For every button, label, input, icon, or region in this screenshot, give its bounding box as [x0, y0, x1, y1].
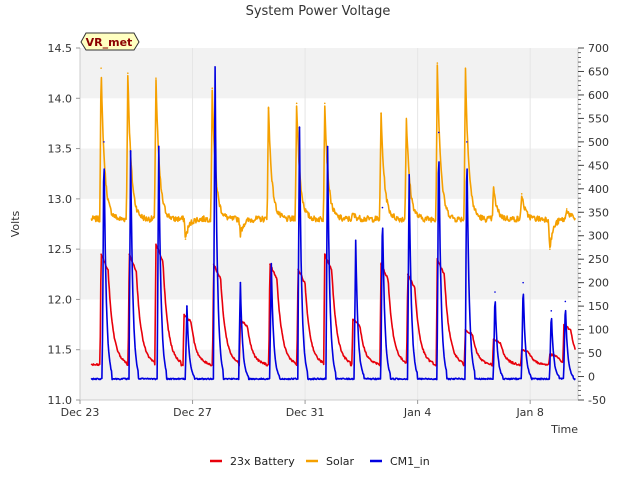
- series-point-solar-17: [565, 208, 568, 210]
- series-point-cm1-in-3: [186, 305, 188, 307]
- series-point-cm1-in-12: [437, 131, 440, 134]
- series-point-solar-9: [352, 213, 354, 215]
- series-point-cm1-in-16: [550, 310, 553, 312]
- y-right-tick-label-10: 450: [588, 159, 609, 172]
- legend-label-solar: Solar: [326, 455, 355, 468]
- series-point-23x-battery-0: [100, 253, 102, 255]
- y-right-tick-label-1: 0: [588, 371, 595, 384]
- y-axis-title: Volts: [9, 210, 22, 237]
- series-point-solar-12: [436, 62, 439, 64]
- y-right-tick-label-5: 200: [588, 277, 609, 290]
- band-3: [80, 48, 578, 99]
- y-right-tick-label-0: -50: [588, 394, 606, 407]
- y-right-tick-label-4: 150: [588, 300, 609, 313]
- y-left-tick-label-1: 11.5: [48, 344, 73, 357]
- x-tick-label-3: Jan 4: [403, 406, 431, 419]
- series-point-solar-16: [549, 248, 551, 250]
- series-point-solar-8: [323, 102, 326, 105]
- badge-shape: [80, 32, 140, 51]
- series-point-solar-6: [267, 107, 270, 110]
- series-point-solar-4: [211, 87, 214, 90]
- y-left-tick-label-6: 14.0: [48, 92, 73, 105]
- x-tick-label-0: Dec 23: [61, 406, 100, 419]
- series-point-cm1-in-14: [494, 291, 496, 293]
- series-point-solar-2: [155, 77, 157, 79]
- series-line-solar: [90, 64, 576, 249]
- series-point-23x-battery-2: [155, 243, 157, 245]
- y-right-tick-label-8: 350: [588, 206, 609, 219]
- series-point-cm1-in-11: [408, 173, 410, 176]
- series-point-solar-14: [492, 188, 495, 190]
- band-0: [80, 349, 578, 400]
- x-tick-label-4: Jan 8: [515, 406, 543, 419]
- series-point-cm1-in-10: [381, 206, 384, 209]
- y-right-tick-label-6: 250: [588, 253, 609, 266]
- y-right-tick-label-11: 500: [588, 136, 609, 149]
- series-point-23x-battery-8: [323, 253, 326, 255]
- series-point-23x-battery-6: [269, 263, 271, 266]
- legend: 23x Battery Solar CM1_in: [210, 455, 430, 468]
- y-left-tick-label-4: 13.0: [48, 193, 73, 206]
- series-point-cm1-in-15: [522, 281, 524, 284]
- series-point-cm1-in-4: [214, 65, 216, 68]
- series-line-cm1-in: [90, 66, 576, 381]
- y-left-tick-label-5: 13.5: [48, 143, 73, 156]
- y-right-tick-label-12: 550: [588, 112, 609, 125]
- background-bands: [80, 48, 578, 400]
- x-axis-title: Time: [550, 423, 578, 436]
- y-right-tick-label-9: 400: [588, 183, 609, 196]
- x-tick-label-2: Dec 31: [286, 406, 325, 419]
- series-point-solar-11: [405, 117, 408, 120]
- y-right-tick-label-2: 50: [588, 347, 602, 360]
- y-left-tick-label-2: 12.0: [48, 293, 73, 306]
- series-point-cm1-in-17: [564, 300, 567, 303]
- series-point-solar-3: [184, 238, 187, 240]
- y-right-tick-label-13: 600: [588, 89, 609, 102]
- axes: 11.0 11.5 12.0 12.5 13.0 13.5 14.0 14.5 -50 0 50 10…: [48, 42, 610, 419]
- series-point-cm1-in-13: [466, 141, 468, 143]
- series-point-cm1-in-0: [103, 141, 105, 143]
- y-right-tick-label-3: 100: [588, 324, 609, 337]
- series-point-cm1-in-8: [326, 145, 329, 148]
- series-point-solar-5: [239, 233, 242, 235]
- series-point-23x-battery-3: [183, 313, 185, 316]
- series-point-solar-7: [295, 102, 298, 105]
- series-point-cm1-in-6: [270, 263, 273, 265]
- series-point-solar-0: [100, 67, 102, 69]
- chart-title: System Power Voltage: [246, 4, 391, 19]
- y-left-tick-label-3: 12.5: [48, 243, 73, 256]
- series-point-cm1-in-5: [239, 281, 242, 284]
- series-point-cm1-in-9: [354, 239, 357, 242]
- series-point-cm1-in-2: [157, 145, 160, 148]
- x-tick-label-1: Dec 27: [173, 406, 212, 419]
- y-right-tick-label-14: 650: [588, 65, 609, 78]
- y-left-tick-label-0: 11.0: [48, 394, 73, 407]
- series-point-solar-15: [520, 193, 523, 195]
- series-point-solar-13: [464, 67, 467, 69]
- legend-label-cm1-in: CM1_in: [390, 455, 430, 468]
- series-point-23x-battery-9: [352, 318, 354, 321]
- series-point-cm1-in-1: [129, 150, 132, 153]
- y-left-tick-label-7: 14.5: [48, 42, 73, 55]
- y-right-tick-label-15: 700: [588, 42, 609, 55]
- station-badge: VR_met: [80, 32, 140, 51]
- badge-label: VR_met: [86, 36, 133, 49]
- legend-label-23x-battery: 23x Battery: [230, 455, 295, 468]
- series-point-cm1-in-7: [298, 126, 301, 129]
- series-point-solar-1: [127, 72, 129, 74]
- y-right-tick-label-7: 300: [588, 230, 609, 243]
- series-point-solar-10: [380, 112, 382, 115]
- series-lines: [90, 62, 576, 381]
